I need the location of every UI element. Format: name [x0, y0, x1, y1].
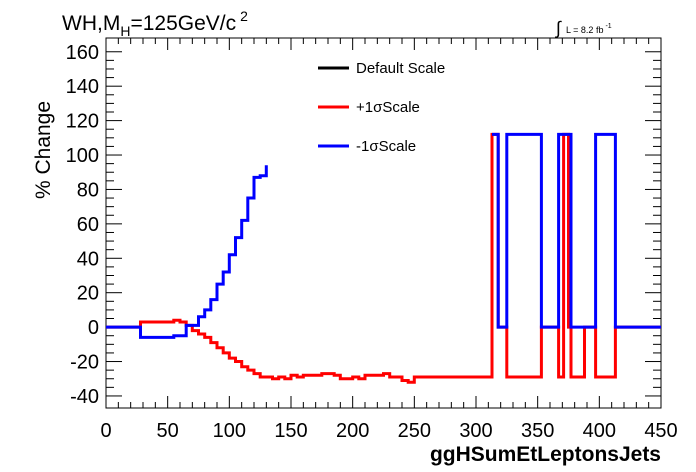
lumi-text: L = 8.2 fb — [566, 25, 603, 35]
title-subscript: H — [120, 23, 130, 39]
series-line-1 — [106, 132, 661, 384]
x-tick-label: 300 — [459, 420, 492, 442]
legend-label: -1σScale — [356, 138, 416, 155]
chart-title: WH,MH=125GeV/c 2 — [62, 8, 248, 39]
x-tick-label: 350 — [521, 420, 554, 442]
x-tick-label: 400 — [583, 420, 616, 442]
x-tick-label: 150 — [274, 420, 307, 442]
title-rest: =125GeV/c — [130, 12, 236, 35]
lumi-integral: ∫ — [554, 18, 562, 38]
lumi-superscript: -1 — [605, 23, 611, 30]
lumi-label: L = 8.2 fb -1 — [566, 23, 612, 35]
y-tick-label: 60 — [77, 214, 99, 236]
plot-frame — [105, 37, 662, 409]
x-tick-label: 250 — [398, 420, 431, 442]
x-tick-label: 0 — [100, 420, 111, 442]
series-line-2-segment-0 — [106, 165, 268, 339]
series-line-2-segment-1 — [492, 132, 661, 329]
y-tick-label: -20 — [70, 352, 99, 374]
title-main: WH,M — [62, 12, 120, 35]
y-tick-label: 80 — [77, 179, 99, 201]
y-tick-label: -40 — [70, 386, 99, 408]
y-tick-label: 20 — [77, 283, 99, 305]
title-superscript: 2 — [240, 8, 248, 24]
y-tick-label: 40 — [77, 248, 99, 270]
legend-label: Default Scale — [356, 60, 445, 77]
series-group — [106, 132, 661, 384]
y-tick-label: 0 — [88, 317, 99, 339]
y-axis-label: % Change — [32, 101, 55, 199]
tick-group: 0 50 100 150 200 250 300 350 400 450 -40 -20 0 20 40 60… — [66, 38, 678, 442]
y-tick-label: 120 — [66, 111, 99, 133]
x-tick-label: 100 — [213, 420, 246, 442]
y-tick-label: 140 — [66, 76, 99, 98]
x-tick-label: 50 — [157, 420, 179, 442]
x-axis-label: ggHSumEtLeptonsJets — [430, 443, 661, 466]
legend-label: +1σScale — [356, 99, 420, 116]
y-tick-label: 160 — [66, 42, 99, 64]
x-tick-label: 450 — [644, 420, 677, 442]
x-tick-label: 200 — [336, 420, 369, 442]
legend: Default Scale +1σScale -1σScale — [318, 60, 445, 155]
y-tick-label: 100 — [66, 145, 99, 167]
